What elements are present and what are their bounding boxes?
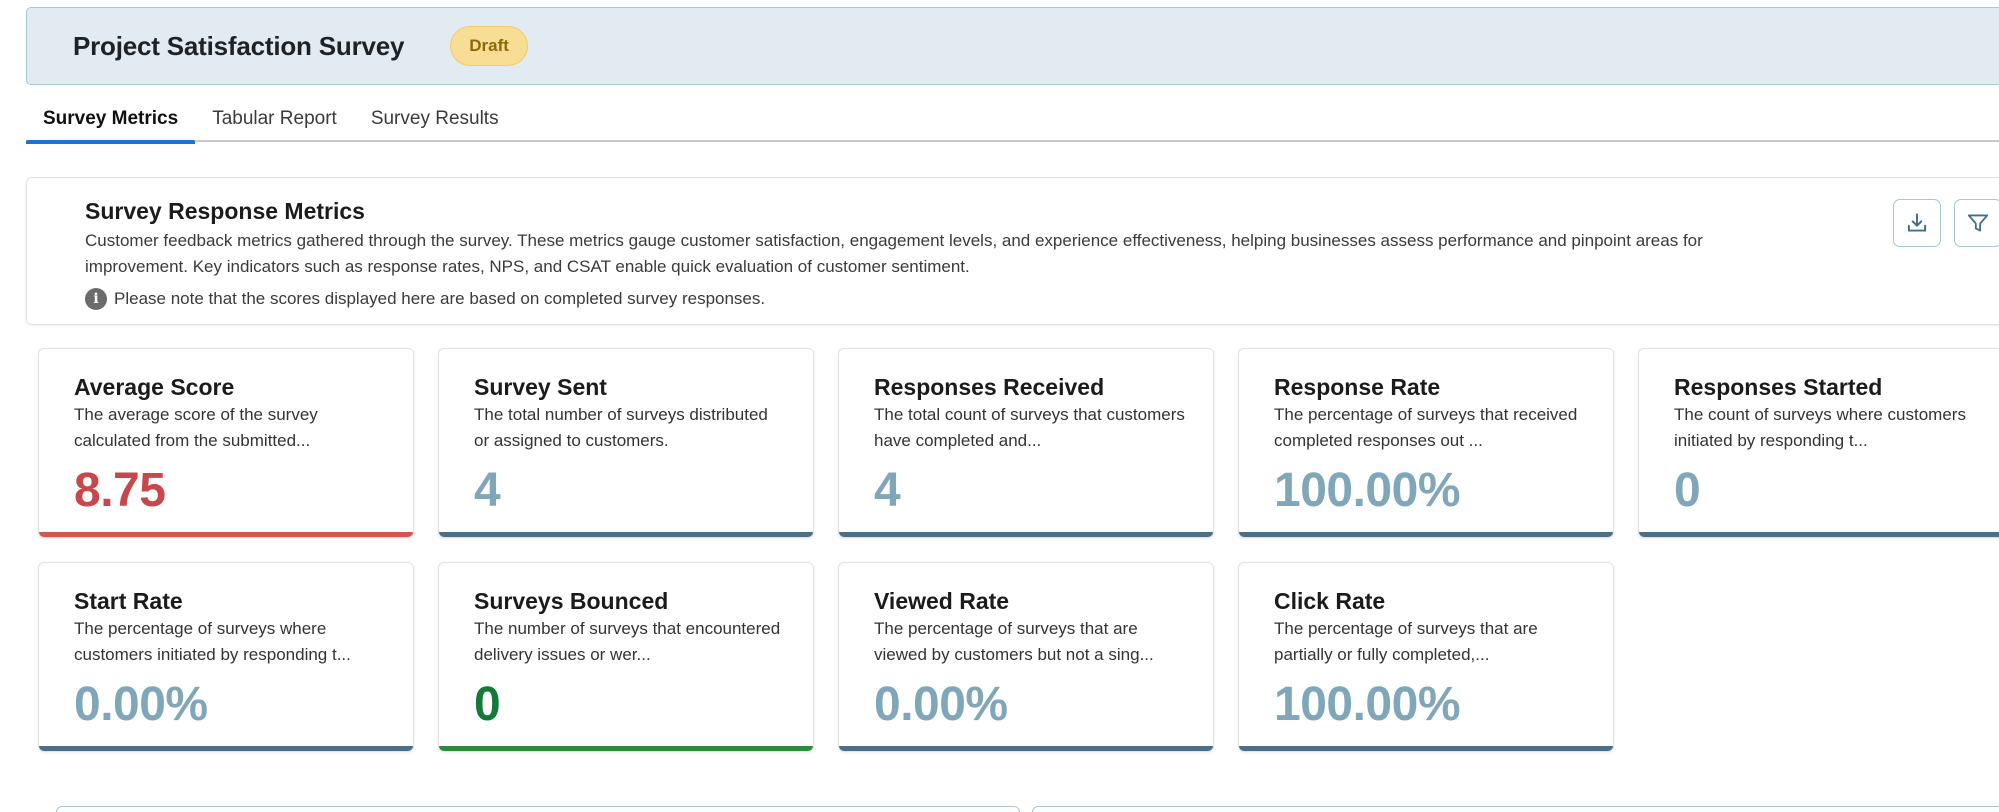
metrics-panel-description: Customer feedback metrics gathered throu… bbox=[85, 231, 1703, 276]
metric-description: The percentage of surveys that are viewe… bbox=[874, 619, 1154, 664]
metric-card-responses-received: Responses Received The total count of su… bbox=[838, 348, 1214, 538]
metric-title: Viewed Rate bbox=[874, 588, 1010, 614]
filter-icon bbox=[1967, 214, 1989, 232]
metric-description: The percentage of surveys that are parti… bbox=[1274, 619, 1538, 664]
metric-title: Survey Sent bbox=[474, 374, 607, 400]
metric-description: The number of surveys that encountered d… bbox=[474, 619, 781, 664]
metric-value: 0.00% bbox=[874, 678, 1008, 731]
metric-card-average-score: Average Score The average score of the s… bbox=[38, 348, 414, 538]
metrics-panel-note: i Please note that the scores displayed … bbox=[85, 288, 765, 310]
bottom-panel-left bbox=[56, 806, 1020, 812]
metric-card-survey-sent: Survey Sent The total number of surveys … bbox=[438, 348, 814, 538]
metric-title: Response Rate bbox=[1274, 374, 1441, 400]
metrics-info-panel: Survey Response Metrics Customer feedbac… bbox=[26, 177, 1999, 325]
metric-value: 0.00% bbox=[74, 678, 208, 731]
metric-value: 0 bbox=[1674, 464, 1701, 517]
metric-value: 100.00% bbox=[1274, 464, 1461, 517]
metric-title: Average Score bbox=[74, 374, 235, 400]
metric-description: The total count of surveys that customer… bbox=[874, 405, 1185, 450]
metric-card-viewed-rate: Viewed Rate The percentage of surveys th… bbox=[838, 562, 1214, 752]
metric-card-surveys-bounced: Surveys Bounced The number of surveys th… bbox=[438, 562, 814, 752]
metric-description: The percentage of surveys that received … bbox=[1274, 405, 1578, 450]
metric-title: Responses Started bbox=[1674, 374, 1883, 400]
metrics-panel-title: Survey Response Metrics bbox=[85, 198, 365, 224]
metric-value: 0 bbox=[474, 678, 501, 731]
metric-value: 100.00% bbox=[1274, 678, 1461, 731]
metric-description: The average score of the survey calculat… bbox=[74, 405, 318, 450]
metric-card-responses-started: Responses Started The count of surveys w… bbox=[1638, 348, 1999, 538]
filter-button[interactable] bbox=[1954, 199, 1999, 247]
download-icon bbox=[1907, 213, 1927, 232]
metric-value: 4 bbox=[474, 464, 501, 517]
metric-value: 4 bbox=[874, 464, 901, 517]
download-button[interactable] bbox=[1893, 199, 1941, 247]
metric-card-response-rate: Response Rate The percentage of surveys … bbox=[1238, 348, 1614, 538]
metric-card-click-rate: Click Rate The percentage of surveys tha… bbox=[1238, 562, 1614, 752]
metric-title: Responses Received bbox=[874, 374, 1105, 400]
metric-title: Click Rate bbox=[1274, 588, 1386, 614]
page-title: Project Satisfaction Survey bbox=[73, 30, 405, 61]
metrics-note-text: Please note that the scores displayed he… bbox=[114, 289, 766, 308]
page-header: Project Satisfaction Survey Draft bbox=[26, 7, 1999, 85]
tab-bar: Survey Metrics Tabular Report Survey Res… bbox=[26, 96, 1999, 144]
tab-tabular-report[interactable]: Tabular Report bbox=[212, 108, 337, 129]
metric-description: The count of surveys where customers ini… bbox=[1674, 405, 1966, 450]
tab-survey-metrics[interactable]: Survey Metrics bbox=[26, 96, 196, 144]
info-icon: i bbox=[85, 288, 107, 310]
metric-title: Surveys Bounced bbox=[474, 588, 669, 614]
metric-title: Start Rate bbox=[74, 588, 183, 614]
metric-description: The percentage of surveys where customer… bbox=[74, 619, 351, 664]
tab-survey-results[interactable]: Survey Results bbox=[370, 108, 499, 129]
bottom-panel-right bbox=[1032, 806, 1999, 812]
metric-value: 8.75 bbox=[74, 464, 166, 517]
metric-description: The total number of surveys distributed … bbox=[474, 405, 768, 450]
status-badge: Draft bbox=[450, 26, 528, 66]
metric-card-start-rate: Start Rate The percentage of surveys whe… bbox=[38, 562, 414, 752]
